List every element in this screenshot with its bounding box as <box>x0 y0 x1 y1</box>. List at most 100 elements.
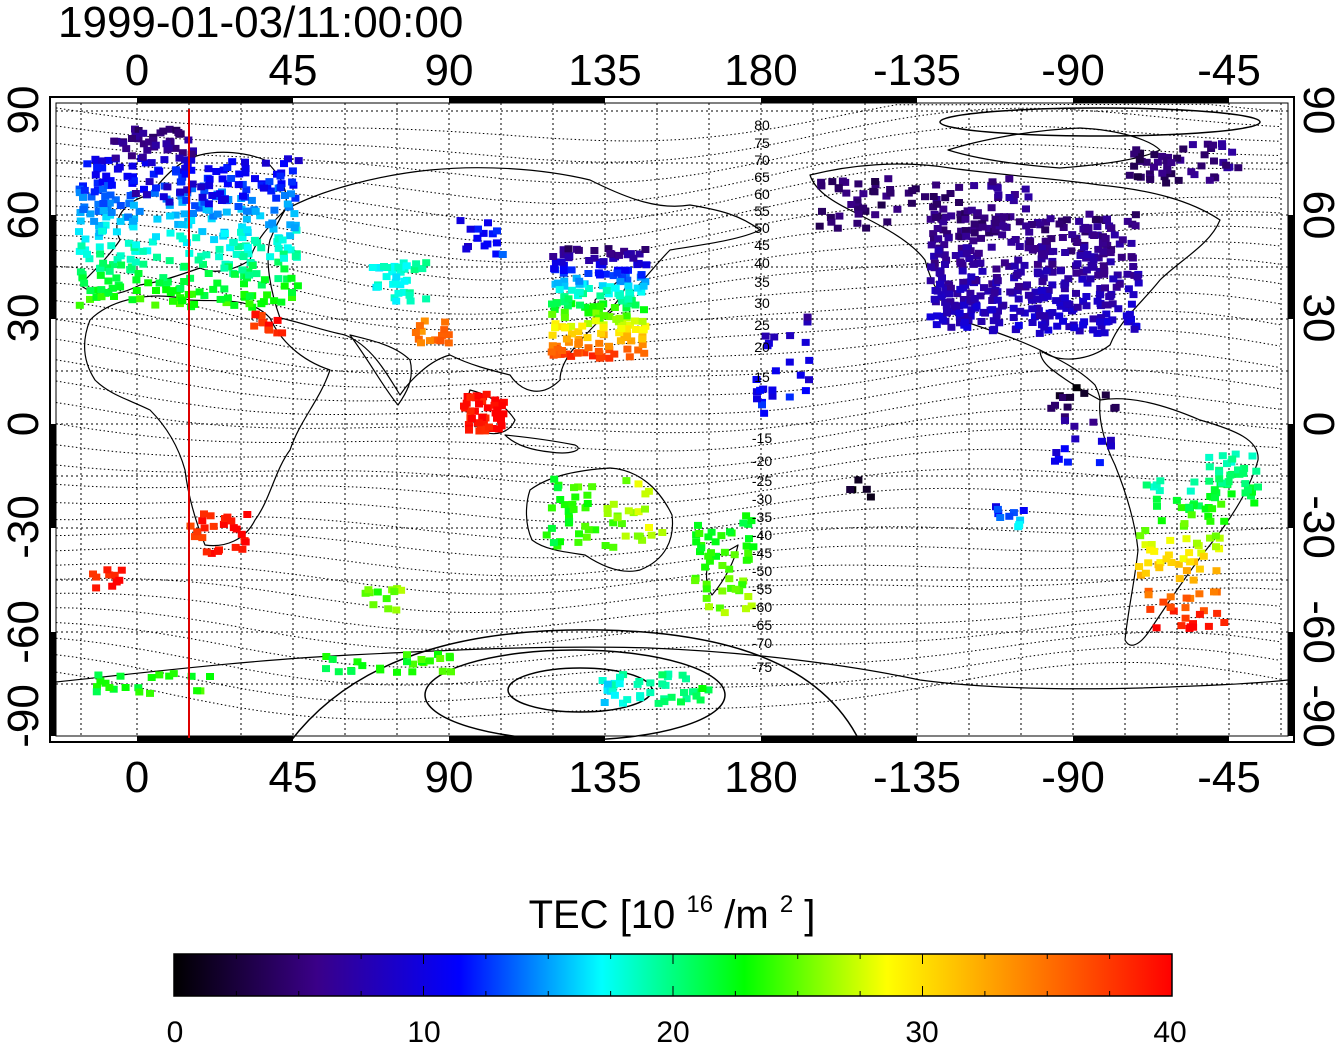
tec-pixel <box>642 261 651 269</box>
tec-pixel <box>438 667 447 675</box>
tec-pixel <box>497 402 506 410</box>
tec-pixel <box>98 157 106 165</box>
tec-pixel <box>165 672 174 680</box>
tec-pixel <box>927 241 936 249</box>
tec-pixel <box>1097 322 1106 330</box>
tec-pixel <box>1150 163 1158 171</box>
tec-pixel <box>237 228 245 236</box>
tec-pixel <box>937 291 946 299</box>
tec-pixel <box>760 409 769 417</box>
tec-pixel <box>111 196 120 204</box>
right-lat-label: -90 <box>1294 684 1343 748</box>
tec-pixel <box>785 358 794 366</box>
tec-pixel <box>1009 314 1018 321</box>
tec-pixel <box>101 221 110 229</box>
tec-pixel <box>239 253 248 261</box>
mag-lat-label: 55 <box>754 203 770 219</box>
tec-pixel <box>936 280 944 288</box>
tec-pixel <box>199 260 207 268</box>
tec-pixel <box>96 250 105 258</box>
tec-pixel <box>278 329 287 337</box>
tec-pixel <box>155 279 164 287</box>
tec-pixel <box>969 260 978 268</box>
left-lat-label: 60 <box>0 191 48 240</box>
tec-pixel <box>621 532 630 540</box>
tec-pixel <box>274 258 283 266</box>
tec-pixel <box>1210 486 1219 494</box>
tec-pixel <box>186 274 195 282</box>
colorbar-tick-label: 30 <box>905 1016 938 1048</box>
tec-pixel <box>1103 215 1111 223</box>
tec-pixel <box>1051 457 1059 465</box>
tec-pixel <box>1020 309 1029 317</box>
mag-lat-label: -20 <box>752 453 772 469</box>
tec-pixel <box>77 242 86 250</box>
tec-pixel <box>204 165 213 173</box>
tec-pixel <box>551 324 560 332</box>
tec-pixel <box>403 658 411 666</box>
tec-pixel <box>1212 543 1220 551</box>
tec-pixel <box>1206 534 1214 542</box>
tec-pixel <box>569 505 578 513</box>
tec-pixel <box>187 166 196 174</box>
tec-pixel <box>744 593 753 600</box>
tec-pixel <box>704 686 713 694</box>
tec-pixel <box>181 165 190 172</box>
tec-pixel <box>551 320 560 328</box>
tec-pixel <box>245 271 254 279</box>
tec-pixel <box>603 510 612 517</box>
tec-pixel <box>86 210 95 218</box>
tec-pixel <box>999 222 1008 230</box>
tec-pixel <box>1084 226 1093 233</box>
tec-pixel <box>934 235 943 243</box>
coastline-africa <box>83 295 331 547</box>
tec-pixel <box>288 289 296 296</box>
tec-pixel <box>589 352 597 360</box>
tec-pixel <box>978 267 987 275</box>
tec-pixel <box>153 215 162 223</box>
tec-pixel <box>1082 302 1091 310</box>
tec-pixel <box>288 294 296 301</box>
tec-pixel <box>484 219 492 227</box>
tec-pixel <box>493 406 502 414</box>
tec-pixel <box>1252 467 1261 475</box>
tec-pixel <box>731 585 740 593</box>
tec-pixel <box>929 193 938 200</box>
tec-pixel <box>562 335 571 343</box>
tec-pixel <box>417 656 426 663</box>
coastline-indonesia <box>504 434 579 454</box>
tec-pixel <box>1098 216 1107 224</box>
tec-pixel <box>711 538 720 546</box>
tec-pixel <box>483 240 492 248</box>
tec-pixel <box>542 531 551 539</box>
tec-pixel <box>440 326 449 334</box>
tec-pixel <box>115 576 124 584</box>
axis-bars <box>50 97 1294 742</box>
tec-pixel <box>730 551 739 559</box>
tec-pixel <box>801 387 810 395</box>
tec-pixel <box>932 321 941 329</box>
tec-pixel <box>1016 516 1025 524</box>
tec-pixel <box>624 282 633 290</box>
tec-pixel <box>115 163 124 171</box>
tec-pixel <box>1158 152 1167 160</box>
tec-pixel <box>1044 286 1053 294</box>
tec-pixel <box>408 668 417 676</box>
tec-pixel <box>474 225 482 233</box>
tec-pixel <box>660 698 669 706</box>
tec-pixel <box>1134 279 1143 287</box>
coastline-south-america <box>1099 398 1259 646</box>
tec-pixel <box>575 530 583 538</box>
tec-pixel <box>180 262 189 270</box>
tec-pixel <box>1189 576 1198 584</box>
tec-pixel <box>215 253 224 261</box>
tec-pixel <box>1145 170 1154 178</box>
tec-pixel <box>98 185 107 193</box>
tec-pixel <box>409 660 417 668</box>
mag-lat-label: -30 <box>752 491 772 507</box>
tec-pixel <box>209 285 218 293</box>
tec-pixel <box>595 339 604 347</box>
tec-pixel <box>786 332 795 340</box>
tec-pixel <box>680 689 688 696</box>
mag-lat-label: 15 <box>754 369 770 385</box>
